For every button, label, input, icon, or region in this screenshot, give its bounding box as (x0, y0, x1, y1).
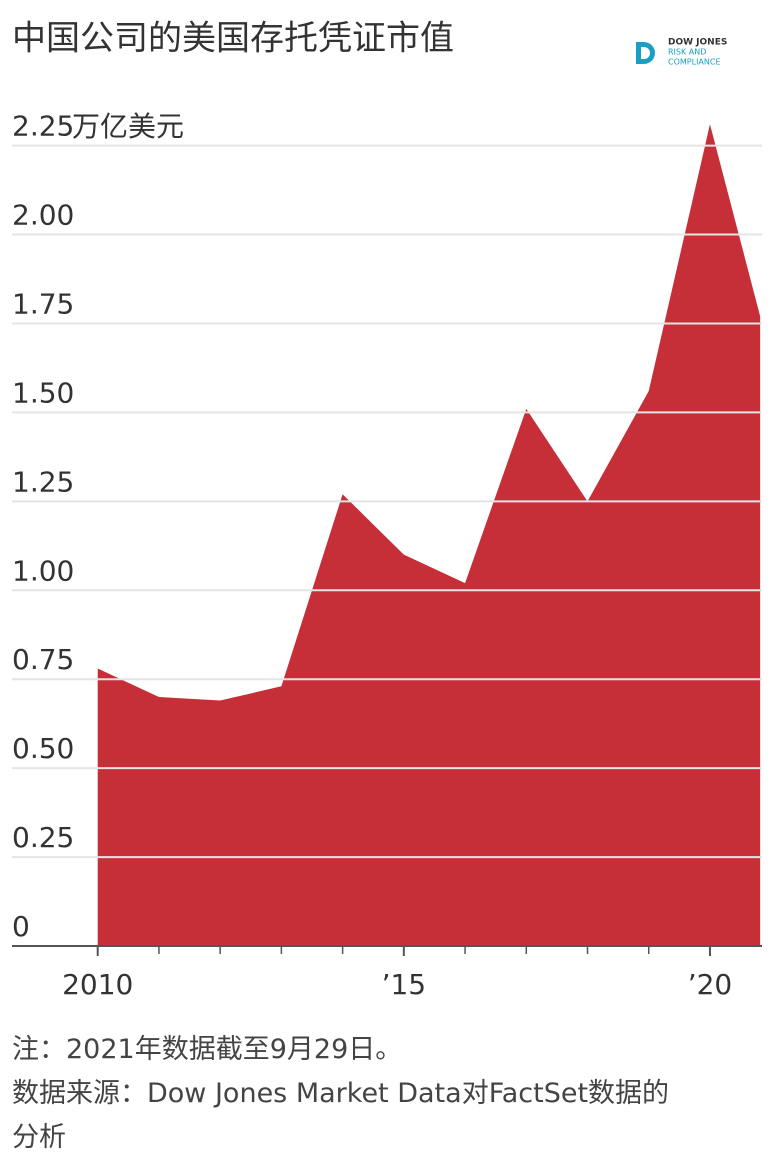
logo: DOW JONES RISK AND COMPLIANCE (636, 38, 727, 67)
logo-icon (636, 42, 655, 64)
y-tick-label: 1.25 (12, 465, 74, 498)
source: 数据来源：Dow Jones Market Data对FactSet数据的分析 (12, 1078, 670, 1153)
notes: 注：2021年数据截至9月29日。 数据来源：Dow Jones Market … (12, 1028, 692, 1160)
chart-title: 中国公司的美国存托凭证市值 (12, 19, 454, 59)
y-tick-label: 0.25 (12, 821, 74, 854)
y-tick-label: 2.25 (12, 110, 74, 143)
y-tick-label: 0.50 (12, 732, 74, 765)
y-tick-label: 1.00 (12, 554, 74, 587)
y-tick-label: 0 (12, 910, 30, 943)
x-tick-label: ’15 (382, 968, 427, 1001)
logo-text: COMPLIANCE (668, 58, 721, 67)
y-tick-label: 2.00 (12, 199, 74, 232)
y-tick-label: 1.75 (12, 287, 74, 320)
y-unit: 万亿美元 (72, 110, 184, 143)
y-tick-label: 0.75 (12, 643, 74, 676)
note: 注：2021年数据截至9月29日。 (12, 1034, 403, 1065)
x-tick-label: 2010 (62, 968, 133, 1001)
y-tick-label: 1.50 (12, 376, 74, 409)
area (97, 124, 761, 946)
x-tick-label: ’20 (688, 968, 733, 1001)
chart: 中国公司的美国存托凭证市值 DOW JONES RISK AND COMPLIA… (12, 19, 762, 1001)
logo-text: DOW JONES (668, 38, 727, 48)
logo-text: RISK AND (668, 48, 706, 57)
